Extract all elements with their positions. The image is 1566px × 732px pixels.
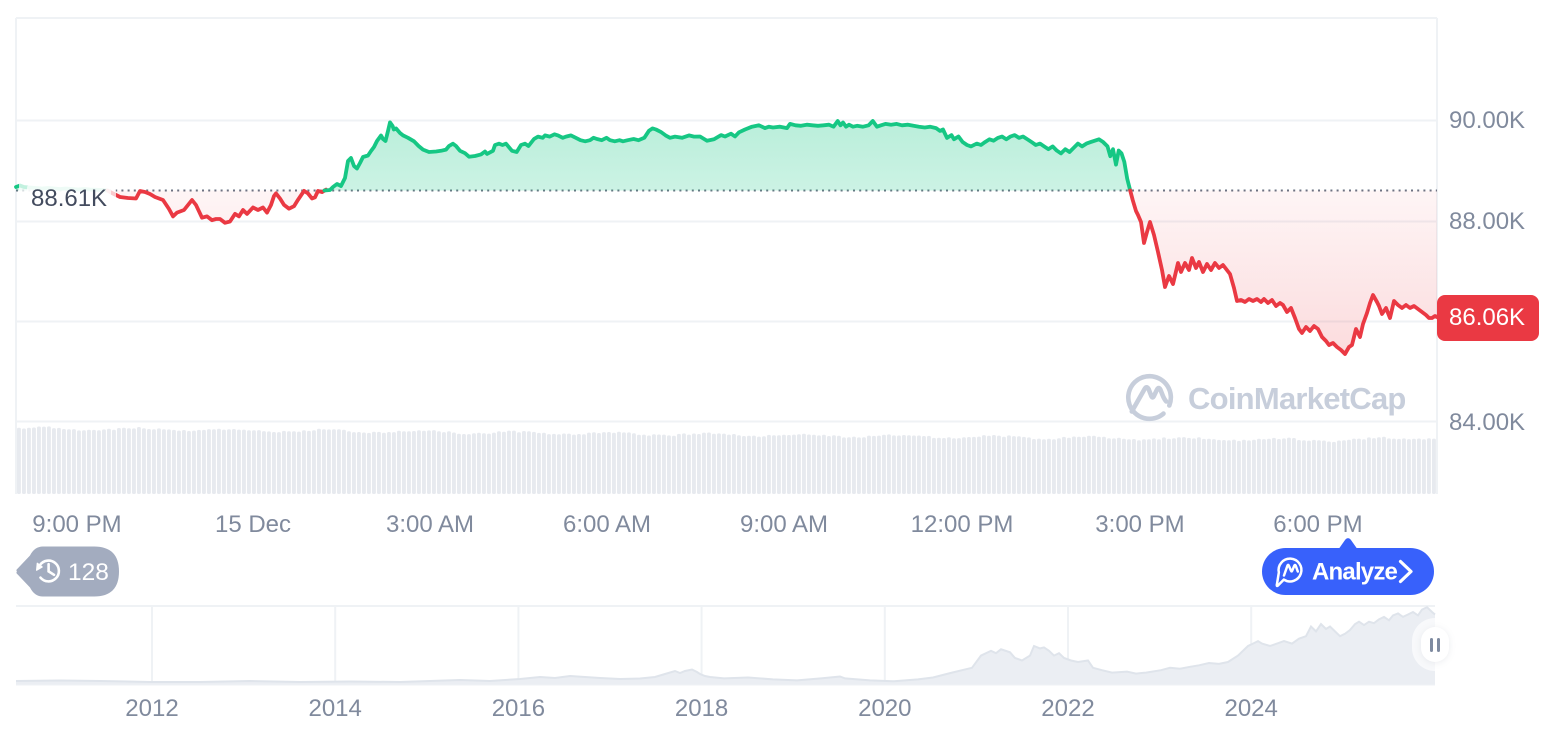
svg-text:Analyze: Analyze [1312,559,1398,586]
svg-text:128: 128 [68,559,109,586]
